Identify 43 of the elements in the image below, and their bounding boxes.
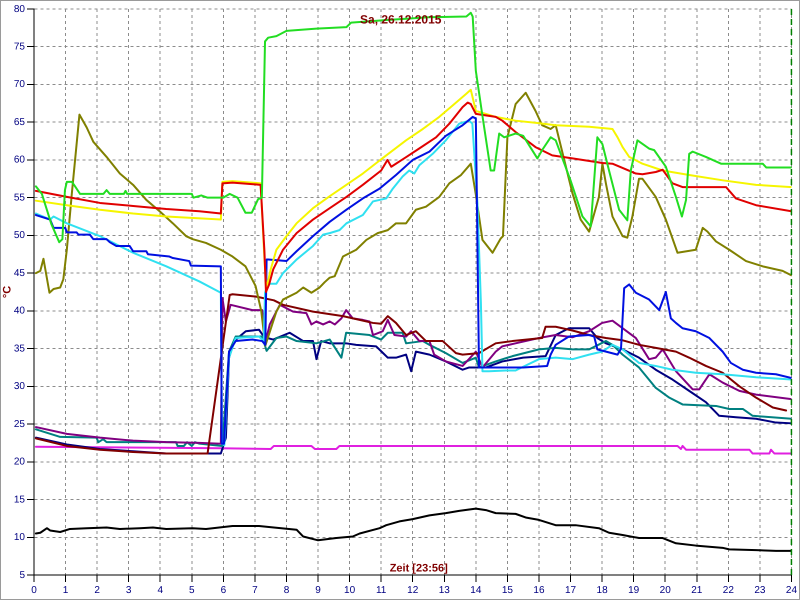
x-tick-label: 16 (533, 584, 545, 596)
x-tick-label: 12 (407, 584, 419, 596)
x-tick-label: 5 (189, 584, 196, 596)
x-tick-label: 23 (754, 584, 766, 596)
x-tick-label: 4 (157, 584, 164, 596)
y-tick-label: 10 (14, 532, 26, 544)
x-tick-label: 9 (315, 584, 322, 596)
x-tick-label: 11 (376, 584, 387, 596)
x-tick-label: 22 (722, 584, 734, 596)
y-tick-label: 25 (14, 418, 26, 430)
y-axis-title: °C (2, 286, 14, 298)
x-tick-label: 17 (564, 584, 577, 596)
x-tick-label: 10 (344, 584, 356, 596)
y-tick-label: 80 (14, 4, 26, 15)
y-tick-label: 15 (14, 494, 26, 506)
y-tick-label: 30 (14, 381, 26, 392)
x-axis-title: Zeit [23:56] (390, 562, 448, 575)
x-tick-label: 0 (31, 584, 38, 596)
x-tick-label: 3 (126, 584, 132, 596)
x-tick-label: 14 (470, 584, 482, 596)
x-tick-label: 6 (220, 584, 227, 596)
y-tick-label: 55 (14, 192, 26, 204)
y-tick-label: 75 (14, 41, 26, 52)
y-tick-label: 40 (14, 306, 26, 317)
y-tick-label: 20 (14, 456, 26, 468)
x-tick-label: 24 (786, 584, 798, 596)
y-tick-label: 5 (19, 570, 26, 581)
y-tick-label: 60 (14, 154, 26, 166)
y-tick-label: 70 (14, 79, 26, 90)
x-tick-label: 15 (502, 584, 514, 596)
x-tick-label: 8 (284, 584, 290, 596)
x-tick-label: 2 (94, 584, 100, 596)
x-tick-label: 20 (660, 584, 672, 596)
y-tick-label: 50 (14, 230, 26, 242)
y-tick-label: 45 (14, 268, 26, 279)
x-tick-label: 7 (252, 584, 258, 596)
y-tick-label: 35 (14, 343, 26, 354)
x-tick-label: 1 (62, 584, 69, 596)
x-tick-label: 13 (438, 584, 450, 596)
x-tick-label: 19 (628, 584, 640, 596)
x-tick-label: 21 (691, 584, 703, 596)
x-tick-label: 18 (596, 584, 608, 596)
y-tick-label: 65 (14, 116, 26, 128)
